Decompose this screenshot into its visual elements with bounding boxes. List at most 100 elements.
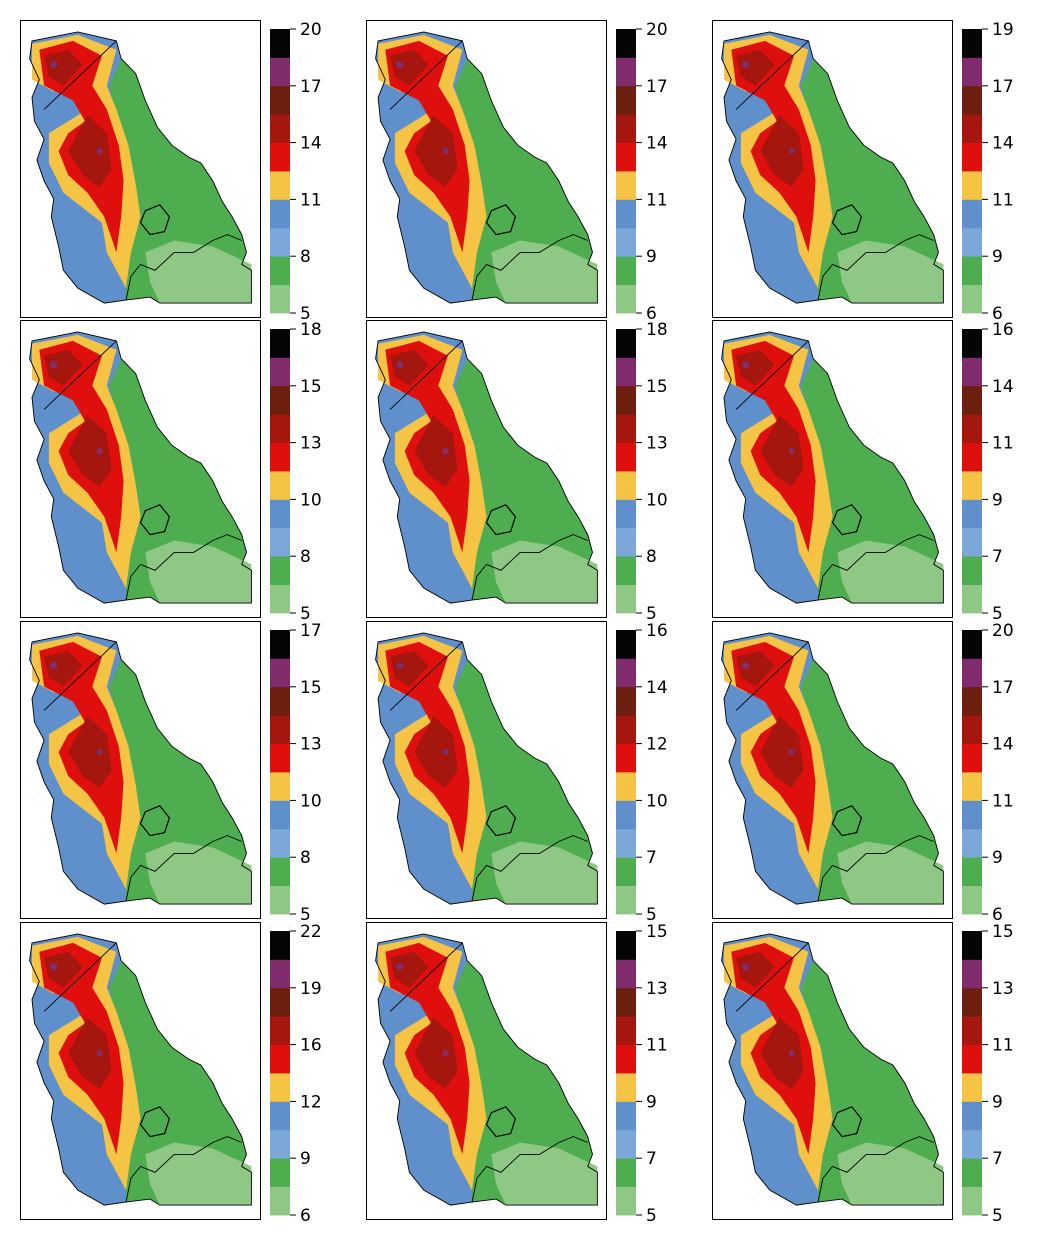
internal-boundary: [125, 1136, 242, 1203]
peak-mark: [96, 148, 103, 155]
ridge-core-north: [44, 349, 83, 386]
colorbar-segment: [962, 658, 982, 688]
colorbar-segment: [270, 499, 290, 529]
colorbar-segment: [616, 385, 636, 415]
colorbar-segment: [962, 29, 982, 58]
colorbar-segment: [270, 1073, 290, 1102]
internal-boundary: [735, 340, 809, 410]
internal-boundary: [817, 234, 934, 301]
colorbar-segment: [270, 256, 290, 285]
colorbar: 20 17 14 11 8 5: [270, 20, 322, 324]
colorbar-tick-label: 7: [646, 848, 657, 868]
colorbar-segment: [616, 1044, 636, 1074]
internal-boundary: [125, 534, 242, 601]
internal-boundary: [817, 1136, 934, 1203]
colorbar-tick-label: 11: [992, 1036, 1014, 1056]
panel-1: 20 17 14 11 8 5: [20, 20, 322, 324]
colorbar-segment: [616, 199, 636, 229]
colorbar-segment: [270, 385, 290, 415]
lake-boundary: [139, 1106, 171, 1138]
colorbar-segment: [270, 959, 290, 989]
region-boundary: [375, 933, 598, 1206]
colorbar-segment: [616, 527, 636, 557]
region-boundary: [29, 331, 252, 604]
colorbar-tick-label: 10: [646, 791, 668, 811]
colorbar-segment: [270, 686, 290, 716]
lake-boundary: [139, 805, 171, 837]
colorbar-tick-label: 13: [646, 979, 668, 999]
map-frame: [366, 621, 607, 919]
map-frame: [712, 922, 953, 1220]
colorbar-segment: [270, 1044, 290, 1074]
colorbar-segment: [962, 686, 982, 716]
colorbar-tick-label: 14: [992, 134, 1014, 154]
colorbar-segment: [616, 227, 636, 257]
colorbar-segment: [616, 442, 636, 472]
colorbar-segment: [616, 57, 636, 87]
land-plain: [491, 841, 598, 905]
region-boundary: [375, 331, 598, 604]
colorbar-tick-label: 14: [300, 134, 322, 154]
colorbar-segment: [616, 29, 636, 58]
colorbar-segment: [270, 931, 290, 960]
colorbar-tick-label: 14: [992, 735, 1014, 755]
colorbar-segment: [270, 527, 290, 557]
colorbar-segment: [962, 57, 982, 87]
map-frame: [712, 320, 953, 618]
colorbar-segment: [962, 414, 982, 443]
internal-boundary: [389, 641, 463, 711]
land-plain: [145, 240, 252, 304]
colorbar-segment: [962, 1016, 982, 1045]
colorbar-segment: [962, 1073, 982, 1102]
ridge-core-north: [390, 49, 429, 86]
colorbar-segment: [270, 800, 290, 830]
colorbar-segment: [270, 57, 290, 87]
ridge-core-north: [390, 650, 429, 687]
colorbar-tick-label: 5: [992, 1206, 1003, 1226]
region-boundary: [29, 933, 252, 1206]
colorbar-segment: [270, 715, 290, 744]
colorbar-tick-label: 11: [992, 190, 1014, 210]
colorbar-segment: [962, 800, 982, 830]
colorbar-tick-label: 17: [992, 678, 1014, 698]
peak-mark: [96, 448, 103, 455]
colorbar-segment: [270, 227, 290, 257]
land-plain: [837, 240, 944, 304]
colorbar-segment: [616, 556, 636, 585]
colorbar-tick-label: 9: [300, 1149, 311, 1169]
colorbar-tick-label: 11: [992, 434, 1014, 454]
panel-6: 16 14 11 9 7 5: [712, 320, 1014, 624]
panel-5: 18 15 13 10 8 5: [366, 320, 668, 624]
region-boundary: [721, 933, 944, 1206]
ridge-core-central: [760, 1017, 804, 1089]
lake-boundary: [831, 504, 863, 536]
colorbar-tick-label: 5: [992, 604, 1003, 624]
colorbar-tick-label: 14: [646, 678, 668, 698]
colorbar-segment: [962, 1044, 982, 1074]
peak-mark: [788, 1050, 795, 1057]
colorbar-segment: [962, 1186, 982, 1216]
colorbar-tick-label: 7: [992, 1149, 1003, 1169]
colorbar: 20 17 14 11 9 6: [962, 621, 1014, 925]
land-plain: [837, 1142, 944, 1206]
peak-mark: [50, 61, 58, 69]
ridge-core-central: [760, 115, 804, 187]
colorbar: 18 15 13 10 8 5: [616, 320, 668, 624]
colorbar-segment: [616, 142, 636, 172]
colorbar-segment: [962, 199, 982, 229]
peak-mark: [50, 361, 58, 369]
colorbar: 15 13 11 9 7 5: [962, 922, 1014, 1226]
peak-mark: [442, 148, 449, 155]
colorbar-segment: [616, 357, 636, 387]
colorbar-segment: [270, 329, 290, 358]
colorbar: 19 17 14 11 9 6: [962, 20, 1014, 324]
colorbar-tick-label: 9: [992, 247, 1003, 267]
ridge-core-central: [760, 716, 804, 788]
colorbar-tick-label: 5: [300, 304, 311, 324]
colorbar-segment: [616, 885, 636, 915]
colorbar-segment: [270, 357, 290, 387]
colorbar-segment: [270, 1016, 290, 1045]
colorbar: 16 14 11 9 7 5: [962, 320, 1014, 624]
colorbar-segment: [270, 556, 290, 585]
colorbar-segment: [270, 630, 290, 659]
